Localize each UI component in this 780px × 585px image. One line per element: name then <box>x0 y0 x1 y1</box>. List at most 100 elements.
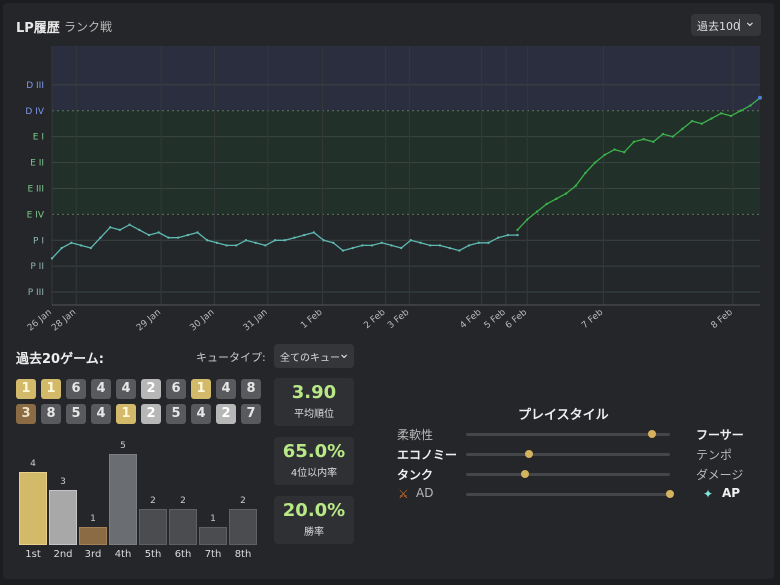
placement-tile[interactable]: 5 <box>66 404 86 424</box>
lp-point <box>244 239 248 242</box>
lp-point <box>302 233 306 237</box>
playstyle-left-label: AD <box>416 486 434 500</box>
lp-point <box>380 241 383 245</box>
placement-tile[interactable]: 4 <box>91 404 111 424</box>
lp-point <box>477 241 480 245</box>
lp-point <box>661 132 665 136</box>
stat-label: 4位以内率 <box>290 468 338 479</box>
distribution-label: 6th <box>174 549 192 560</box>
x-tick-label: 26 Jan <box>26 308 54 334</box>
distribution-label: 5th <box>144 549 162 560</box>
distribution-count: 2 <box>240 495 246 506</box>
lp-point <box>642 138 645 141</box>
placement-tile[interactable]: 6 <box>66 379 86 399</box>
placement-tile[interactable]: 8 <box>41 404 61 424</box>
lp-point <box>235 244 238 247</box>
placement-tile[interactable]: 6 <box>166 379 186 399</box>
placement-tile[interactable]: 4 <box>191 404 211 424</box>
lp-point <box>108 226 112 229</box>
lp-point <box>361 244 364 247</box>
placement-tile[interactable]: 2 <box>141 404 161 424</box>
lp-point <box>467 244 471 247</box>
lp-point <box>390 244 393 247</box>
lp-point <box>623 150 626 154</box>
y-tick-label: E I <box>33 133 44 143</box>
lp-point <box>496 236 500 239</box>
playstyle-slider-track <box>466 490 674 498</box>
distribution-count: 2 <box>150 495 156 506</box>
x-tick-label: 6 Feb <box>504 307 529 331</box>
lp-point <box>613 148 616 151</box>
y-tick-label: P I <box>33 236 44 246</box>
lp-point <box>351 246 354 250</box>
placement-tile[interactable]: 8 <box>241 379 261 399</box>
y-tick-label: D III <box>26 81 44 91</box>
chevron-down-icon: ⌄ <box>338 346 350 362</box>
lp-point <box>293 236 296 239</box>
stat-top4-rate: 65.0% 4位以内率 <box>274 437 354 485</box>
ad-sword-icon: ⚔ <box>398 487 409 501</box>
playstyle-slider-knob <box>666 490 674 498</box>
range-select[interactable]: 過去100 ⌄ <box>691 14 761 36</box>
distribution-bar <box>199 526 227 545</box>
lp-point <box>506 233 510 237</box>
queue-type-select[interactable]: 全てのキュー ⌄ <box>274 344 354 368</box>
queue-type-value: 全てのキュー <box>280 353 340 364</box>
lp-point <box>729 114 733 118</box>
distribution-count: 4 <box>30 459 36 470</box>
placement-tile[interactable]: 1 <box>16 379 36 399</box>
lp-point <box>710 117 713 120</box>
lp-point <box>603 153 607 156</box>
lp-point <box>652 140 655 144</box>
stat-win-rate: 20.0% 勝率 <box>274 496 354 544</box>
lp-point <box>264 244 267 247</box>
placement-tile[interactable]: 1 <box>191 379 211 399</box>
lp-point <box>186 233 189 237</box>
lp-point <box>545 202 548 206</box>
placement-tile[interactable]: 4 <box>91 379 111 399</box>
playstyle-left-label: エコノミー <box>397 448 458 462</box>
queue-type-label: キュータイプ: <box>196 351 266 364</box>
distribution-label: 7th <box>204 549 222 560</box>
distribution-count: 1 <box>210 513 216 524</box>
distribution-bar <box>79 526 107 545</box>
placement-tile[interactable]: 1 <box>41 379 61 399</box>
playstyle-slider-knob <box>525 450 534 458</box>
lp-point <box>419 241 422 245</box>
lp-series-line <box>517 97 761 231</box>
distribution-count: 1 <box>90 513 96 524</box>
stat-value: 3.90 <box>291 382 337 403</box>
lp-point <box>516 233 519 237</box>
lp-point <box>749 104 752 107</box>
lp-point <box>312 231 316 234</box>
x-tick-label: 5 Feb <box>483 307 508 331</box>
y-tick-label: E II <box>30 159 44 169</box>
playstyle-left-label: 柔軟性 <box>397 428 434 442</box>
lp-point <box>99 236 102 239</box>
lp-point <box>593 161 597 164</box>
placement-tile[interactable]: 2 <box>141 379 161 399</box>
distribution-count: 3 <box>60 477 66 488</box>
placement-tile[interactable]: 2 <box>216 404 236 424</box>
x-tick-label: 28 Jan <box>50 308 78 334</box>
lp-point <box>409 239 413 242</box>
lp-point <box>283 239 286 242</box>
placement-tile[interactable]: 4 <box>216 379 236 399</box>
placement-tile[interactable]: 3 <box>16 404 36 424</box>
placement-tile[interactable]: 1 <box>116 404 136 424</box>
stat-value: 65.0% <box>282 441 346 462</box>
distribution-bar <box>109 454 137 545</box>
placement-tile[interactable]: 5 <box>166 404 186 424</box>
playstyle-left-label: タンク <box>397 468 434 482</box>
lp-point <box>176 236 180 239</box>
distribution-bar <box>229 508 257 545</box>
lp-point <box>574 184 577 188</box>
placement-tile[interactable]: 7 <box>241 404 261 424</box>
lp-point <box>681 127 684 131</box>
platinum-band <box>52 214 760 305</box>
lp-point <box>196 231 199 234</box>
lp-point <box>487 241 490 245</box>
placement-tile[interactable]: 4 <box>116 379 136 399</box>
x-tick-label: 7 Feb <box>580 307 605 331</box>
lp-point <box>555 197 558 201</box>
